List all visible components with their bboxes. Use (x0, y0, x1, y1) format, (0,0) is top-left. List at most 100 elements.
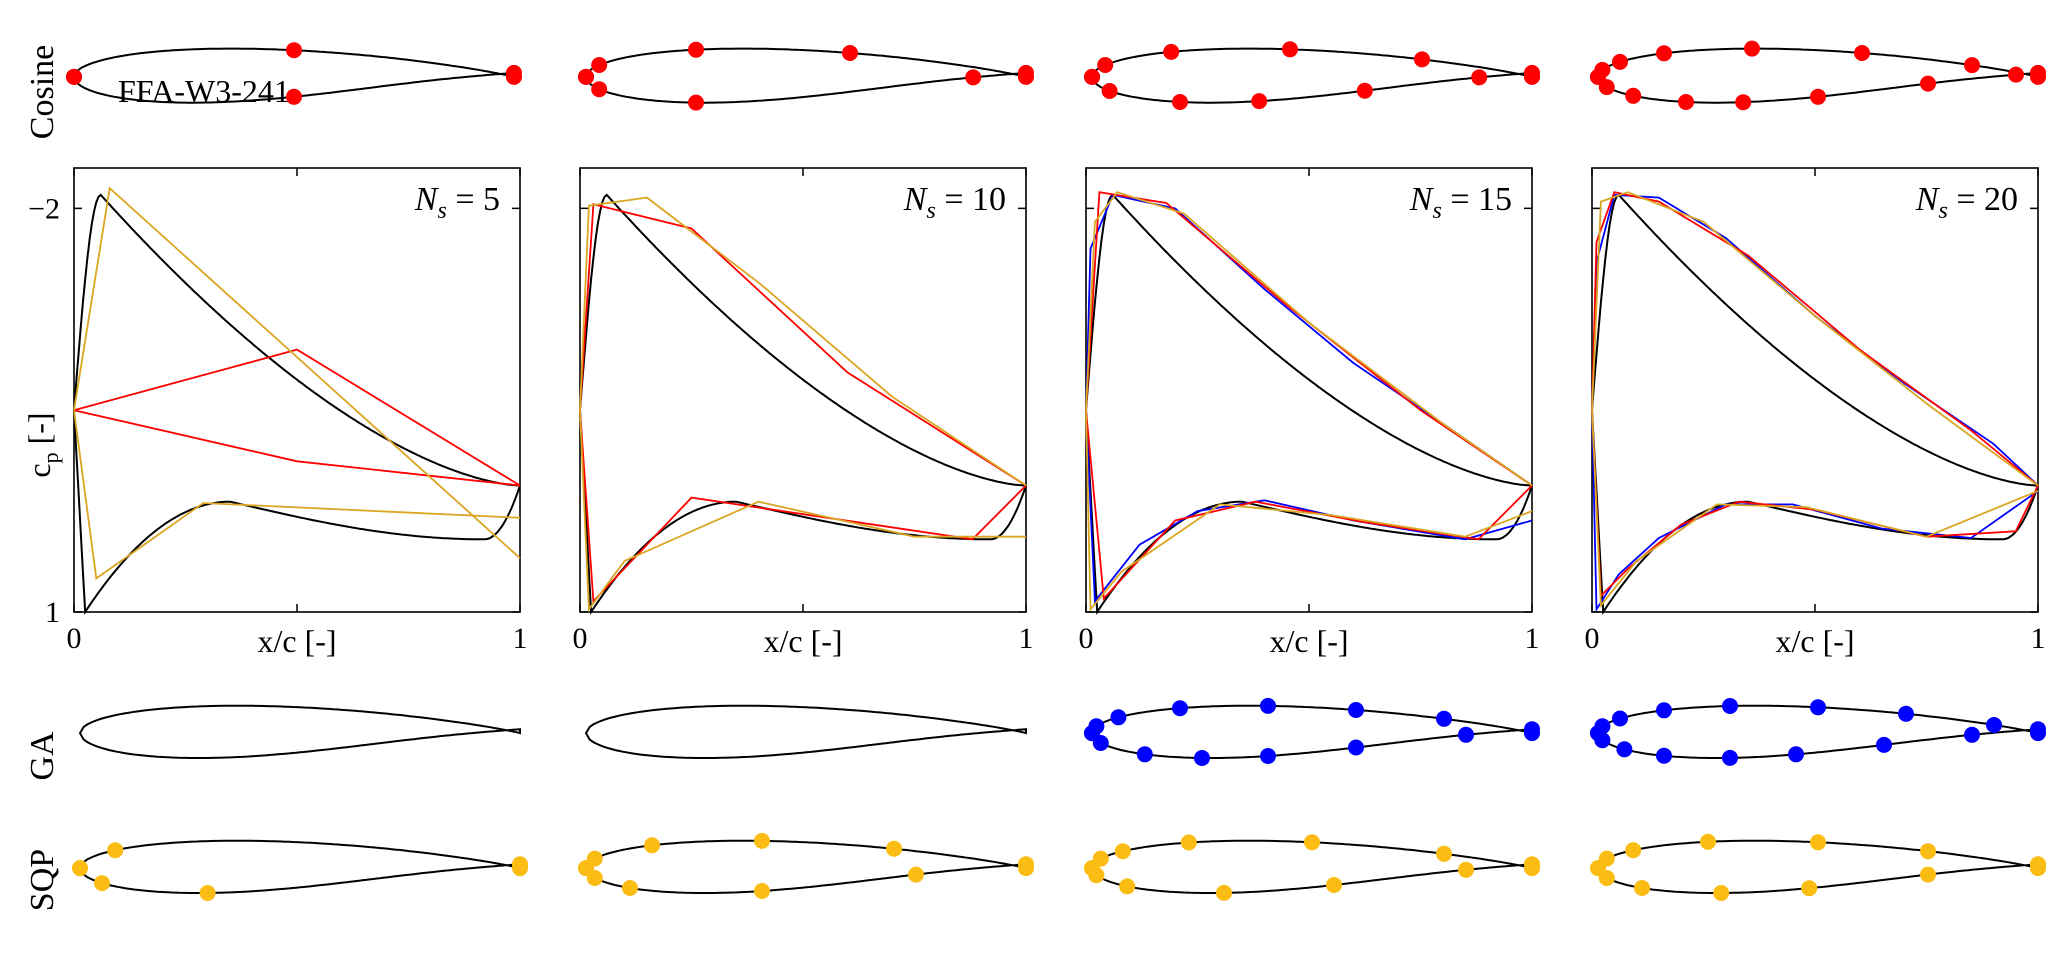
ga-sample-marker (1458, 726, 1474, 743)
cosine-sample-marker (1282, 41, 1298, 58)
y-axis-label: cp [-] (21, 412, 63, 477)
sqp-sample-marker (1625, 842, 1642, 859)
sqp-sample-marker (1326, 877, 1342, 893)
cosine-sample-marker (1471, 69, 1488, 86)
cosine-sample-marker (1744, 40, 1760, 57)
sqp-sample-marker (622, 880, 638, 896)
reference-cp-upper (1085, 193, 1532, 487)
series-ga-upper (1591, 193, 2039, 487)
cosine-sample-marker (1656, 45, 1672, 62)
cosine-sample-marker (2030, 64, 2046, 81)
ga-sample-marker (1194, 750, 1210, 766)
cosine-sample-marker (1163, 43, 1180, 60)
cp-panel-10: 0 1 x/c [-] Ns = 10 (573, 167, 1034, 659)
x-axis-label: x/c [-] (257, 623, 336, 659)
airfoil-outline (584, 47, 1027, 104)
ga-sample-marker (2030, 721, 2046, 738)
ga-sample-marker (1986, 717, 2002, 733)
cosine-sample-marker (1810, 88, 1826, 105)
x-tick-label: 0 (1585, 622, 1600, 655)
ga-sample-marker (1876, 736, 1892, 753)
sqp-sample-marker (1920, 866, 1936, 883)
ga-sample-marker (1092, 735, 1109, 751)
ga-sample-marker (1722, 749, 1738, 766)
ga-sample-marker (1656, 747, 1672, 764)
ga-sample-marker (1260, 697, 1276, 714)
sqp-airfoil-10 (578, 832, 1034, 899)
ga-airfoil-10 (584, 704, 1027, 759)
sqp-sample-marker (1436, 845, 1452, 862)
series-cosine-upper (1591, 191, 2039, 487)
reference-cp-upper (1591, 193, 2038, 487)
sqp-sample-marker (107, 842, 124, 859)
series-cosine-lower (1591, 410, 2039, 598)
airfoil-outline (584, 704, 1027, 759)
sqp-sample-marker (1598, 870, 1615, 886)
cp-panel-20: 0 1 x/c [-] Ns = 20 (1585, 167, 2046, 659)
plot-frame (73, 167, 521, 613)
ga-sample-marker (1616, 741, 1633, 758)
sqp-sample-marker (754, 883, 770, 899)
airfoil-outline (78, 704, 521, 759)
series-sqp-lower (1591, 410, 2039, 608)
sqp-sample-marker (1114, 843, 1131, 860)
series-sqp-lower (73, 410, 521, 580)
ga-sample-marker (1612, 710, 1628, 727)
x-tick-label: 0 (1079, 622, 1094, 655)
sqp-sample-marker (1524, 856, 1540, 873)
sqp-sample-marker (2030, 856, 2046, 873)
x-tick-label: 1 (1525, 622, 1540, 655)
sqp-sample-marker (1920, 843, 1936, 860)
cosine-sample-marker (1678, 94, 1694, 110)
y-tick-label: −2 (28, 192, 60, 225)
sqp-sample-marker (1700, 833, 1716, 850)
sqp-airfoil-20 (1590, 833, 2046, 901)
x-tick-label: 0 (67, 622, 82, 655)
cosine-sample-marker (591, 57, 608, 73)
series-cosine-upper (579, 203, 1027, 487)
sqp-sample-marker (1801, 880, 1818, 897)
y-axis-label-unit: [-] (21, 412, 57, 452)
cosine-airfoil-20 (1590, 40, 2046, 111)
cosine-sample-marker (1084, 68, 1100, 85)
cosine-sample-marker (688, 94, 704, 111)
ns-label: Ns = 15 (1409, 181, 1512, 224)
series-cosine-lower (579, 410, 1027, 604)
x-tick-label: 1 (2031, 622, 2046, 655)
panels-layer: 0 1−21x/c [-]Ns = 50 1x/c [-]Ns = 100 1x/c … (28, 40, 2046, 901)
ns-label: Ns = 10 (903, 181, 1006, 224)
ga-sample-marker (1524, 721, 1540, 738)
ns-label: Ns = 5 (414, 181, 500, 224)
ga-sample-marker (1964, 726, 1980, 743)
cosine-sample-marker (1356, 82, 1373, 99)
reference-cp-upper (579, 193, 1026, 487)
sqp-sample-marker (1713, 885, 1730, 901)
ga-sample-marker (1722, 698, 1738, 714)
sqp-sample-marker (1119, 878, 1136, 895)
cosine-sample-marker (2008, 66, 2024, 83)
y-tick-label: 1 (45, 596, 60, 629)
cosine-sample-marker (1625, 87, 1642, 104)
sqp-sample-marker (754, 832, 770, 849)
sqp-sample-marker (1216, 884, 1232, 901)
cosine-sample-marker (1612, 53, 1628, 70)
sqp-sample-marker (1634, 880, 1650, 896)
series-sqp-upper (1085, 191, 1533, 487)
sqp-sample-marker (512, 856, 528, 873)
x-tick-label: 1 (513, 622, 528, 655)
ga-sample-marker (1110, 709, 1127, 726)
x-tick-label: 0 (573, 622, 588, 655)
sqp-sample-marker (644, 837, 660, 854)
reference-cp-lower (73, 410, 521, 616)
sqp-sample-marker (199, 885, 216, 901)
airfoil-outline (78, 839, 521, 894)
series-cosine-upper (73, 348, 521, 487)
x-axis-label: x/c [-] (1775, 623, 1854, 659)
cosine-sample-marker (506, 64, 522, 81)
ga-sample-marker (1436, 710, 1452, 727)
cp-panel-5: 0 1−21x/c [-]Ns = 5 (28, 167, 528, 659)
ga-sample-marker (1260, 748, 1276, 764)
cosine-sample-marker (578, 68, 594, 85)
cosine-sample-marker (1414, 51, 1430, 68)
